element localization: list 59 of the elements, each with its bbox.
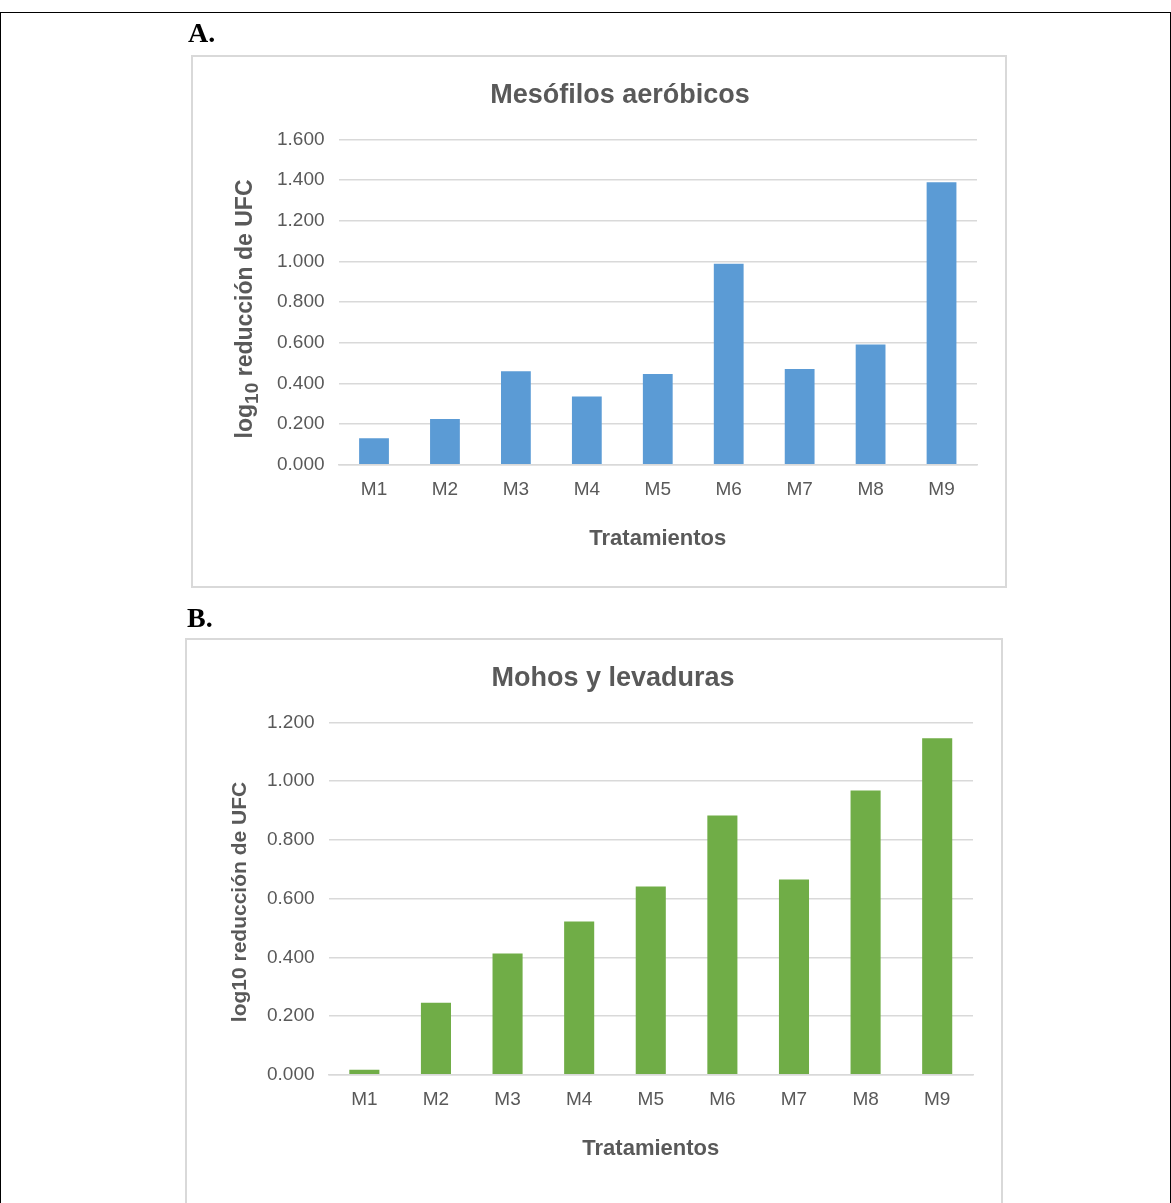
x-tick-label: M5: [637, 1088, 664, 1110]
y-tick-label: 1.600: [277, 127, 325, 149]
y-tick-label: 0.400: [277, 371, 325, 393]
y-tick-label: 0.200: [277, 412, 325, 434]
bar: [855, 344, 886, 465]
y-tick-label: 1.000: [277, 249, 325, 271]
bar: [501, 371, 531, 465]
bar: [420, 1002, 451, 1075]
bar: [713, 263, 744, 465]
y-tick-label: 0.600: [267, 886, 315, 908]
x-tick-label: M3: [502, 478, 530, 500]
y-tick-label: 1.200: [267, 710, 315, 732]
y-tick-label: 0.800: [267, 828, 315, 850]
y-tick-label: 0.600: [277, 331, 325, 353]
bar: [707, 815, 738, 1075]
x-tick-label: M8: [852, 1088, 879, 1110]
x-tick-label: M6: [715, 478, 742, 500]
x-tick-label: M5: [644, 478, 671, 500]
bar: [492, 953, 523, 1075]
y-tick-label: 1.200: [277, 208, 325, 230]
x-tick-label: M7: [780, 1088, 808, 1110]
y-tick-label: 1.400: [277, 168, 325, 190]
x-tick-label: M2: [422, 1088, 450, 1110]
y-axis-title: log10 reducción de UFC: [227, 781, 251, 1023]
y-tick-label: 1.000: [267, 769, 315, 791]
bar: [778, 879, 810, 1075]
bar: [359, 438, 389, 465]
x-tick-label: M4: [573, 478, 601, 500]
x-tick-label: M6: [709, 1088, 736, 1110]
chart-title: Mohos y levaduras: [491, 661, 735, 692]
x-tick-label: M8: [857, 478, 884, 500]
y-tick-label: 0.000: [277, 453, 325, 475]
bar: [926, 182, 957, 465]
text: B.: [187, 602, 213, 634]
y-tick-label: 0.400: [267, 945, 315, 967]
bar: [564, 921, 595, 1075]
y-tick-label: 0.000: [267, 1063, 315, 1085]
text: A.: [188, 17, 216, 49]
x-tick-label: M3: [494, 1088, 521, 1110]
bar: [922, 738, 953, 1075]
x-axis-title: Tratamientos: [582, 1134, 720, 1160]
x-tick-label: M7: [786, 478, 813, 500]
bar: [349, 1069, 380, 1075]
x-tick-label: M9: [923, 1088, 951, 1110]
bar: [784, 369, 815, 465]
bar: [635, 886, 666, 1075]
y-tick-label: 0.200: [267, 1004, 315, 1026]
x-tick-label: M1: [360, 478, 388, 500]
x-tick-label: M9: [928, 478, 955, 500]
bar: [571, 396, 602, 465]
bar: [642, 374, 673, 465]
x-tick-label: M1: [351, 1088, 378, 1110]
chart-title: Mesófilos aeróbicos: [490, 78, 750, 109]
x-tick-label: M4: [565, 1088, 593, 1110]
bar: [850, 790, 881, 1075]
x-axis-title: Tratamientos: [589, 524, 727, 550]
y-tick-label: 0.800: [277, 290, 325, 312]
bar: [430, 419, 460, 465]
x-tick-label: M2: [431, 478, 459, 500]
